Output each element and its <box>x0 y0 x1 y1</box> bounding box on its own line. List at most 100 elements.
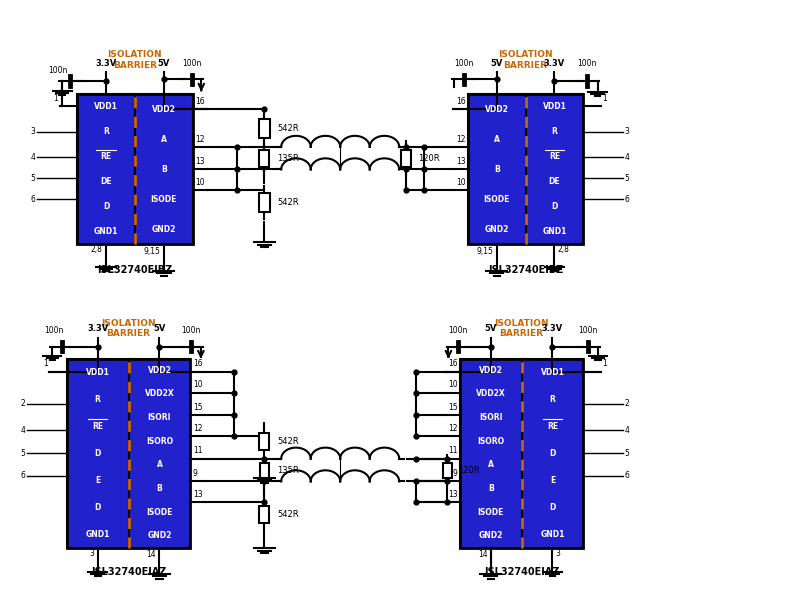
Text: 2: 2 <box>625 399 630 408</box>
Text: 100n: 100n <box>182 326 201 335</box>
Text: ISORO: ISORO <box>146 437 173 446</box>
Text: 9: 9 <box>193 469 198 478</box>
Bar <box>258 119 270 138</box>
Text: 16: 16 <box>448 359 458 368</box>
Text: 9,15: 9,15 <box>144 247 161 256</box>
Text: 15: 15 <box>448 403 458 412</box>
Text: 100n: 100n <box>182 58 202 68</box>
Text: GND2: GND2 <box>147 531 172 540</box>
Text: 5: 5 <box>625 174 630 183</box>
Text: VDD2: VDD2 <box>152 105 176 114</box>
Bar <box>259 506 270 523</box>
Text: VDD1: VDD1 <box>94 103 118 112</box>
Bar <box>77 95 135 244</box>
Text: 14: 14 <box>146 549 156 558</box>
Text: ISOLATION: ISOLATION <box>108 50 162 59</box>
Text: 6: 6 <box>30 195 36 204</box>
Text: 100n: 100n <box>49 66 68 75</box>
Text: 11: 11 <box>448 446 458 455</box>
Text: 1: 1 <box>54 94 58 103</box>
Text: ISORI: ISORI <box>148 413 171 422</box>
Text: 11: 11 <box>193 446 202 455</box>
Text: ISOLATION: ISOLATION <box>102 318 156 327</box>
Bar <box>442 463 451 478</box>
Text: BARRIER: BARRIER <box>503 61 547 70</box>
Text: GND1: GND1 <box>94 227 118 236</box>
Text: 14: 14 <box>478 549 487 558</box>
Text: 10: 10 <box>193 380 202 389</box>
Text: R: R <box>550 394 555 403</box>
Bar <box>259 150 270 166</box>
Text: VDD2: VDD2 <box>147 366 171 375</box>
Text: 16: 16 <box>456 97 466 106</box>
Bar <box>468 95 526 244</box>
Text: 13: 13 <box>456 157 466 166</box>
Bar <box>460 359 522 548</box>
Text: D: D <box>94 502 101 511</box>
Text: 542R: 542R <box>278 437 299 446</box>
Text: ISOLATION: ISOLATION <box>494 318 549 327</box>
Text: VDD2: VDD2 <box>478 366 502 375</box>
Text: RE: RE <box>92 421 103 431</box>
Text: 2: 2 <box>21 399 26 408</box>
Text: 4: 4 <box>625 153 630 162</box>
Text: ISOLATION: ISOLATION <box>498 50 553 59</box>
Text: 10: 10 <box>195 178 205 187</box>
Text: 3: 3 <box>625 127 630 136</box>
Text: 12: 12 <box>448 424 458 432</box>
Text: 3: 3 <box>90 549 94 558</box>
Text: 5V: 5V <box>490 58 503 68</box>
Bar <box>460 359 583 548</box>
Bar <box>258 193 270 212</box>
Bar <box>129 359 190 548</box>
Text: 100n: 100n <box>454 58 474 68</box>
Text: 6: 6 <box>625 472 630 480</box>
Text: 15: 15 <box>193 403 202 412</box>
Text: 542R: 542R <box>278 124 299 133</box>
Text: R: R <box>551 127 558 136</box>
Text: A: A <box>488 460 494 469</box>
Text: GND2: GND2 <box>485 225 509 234</box>
Text: ISL32740EIAZ: ISL32740EIAZ <box>484 567 559 576</box>
Text: 120R: 120R <box>458 466 480 475</box>
Text: B: B <box>157 484 162 493</box>
Text: D: D <box>550 502 556 511</box>
Text: 2,8: 2,8 <box>558 245 570 254</box>
Text: 12: 12 <box>195 134 205 144</box>
Text: 9: 9 <box>453 469 458 478</box>
Bar <box>259 433 270 450</box>
Text: R: R <box>103 127 109 136</box>
Text: ISL32740EIBZ: ISL32740EIBZ <box>488 265 563 276</box>
Text: 3.3V: 3.3V <box>95 58 117 68</box>
Text: 12: 12 <box>193 424 202 432</box>
Text: BARRIER: BARRIER <box>499 329 543 338</box>
Text: 10: 10 <box>456 178 466 187</box>
Text: D: D <box>550 449 556 458</box>
Text: D: D <box>551 203 558 212</box>
Text: ISODE: ISODE <box>478 508 504 517</box>
Bar <box>468 95 583 244</box>
Text: BARRIER: BARRIER <box>113 61 157 70</box>
Text: 5: 5 <box>625 449 630 458</box>
Text: A: A <box>161 135 166 144</box>
Text: 2,8: 2,8 <box>91 245 103 254</box>
Text: 10: 10 <box>448 380 458 389</box>
Text: 5V: 5V <box>158 58 170 68</box>
Text: ISODE: ISODE <box>483 195 510 204</box>
Bar <box>402 150 411 166</box>
Text: VDD1: VDD1 <box>542 103 566 112</box>
Text: GND1: GND1 <box>86 529 110 538</box>
Bar <box>66 359 129 548</box>
Text: BARRIER: BARRIER <box>106 329 150 338</box>
Text: DE: DE <box>549 177 560 186</box>
Text: ISORO: ISORO <box>477 437 504 446</box>
Text: D: D <box>103 203 110 212</box>
Text: 5: 5 <box>30 174 36 183</box>
Text: ISODE: ISODE <box>150 195 177 204</box>
Text: 5V: 5V <box>485 324 497 333</box>
Bar <box>526 95 583 244</box>
Text: B: B <box>488 484 494 493</box>
Bar <box>522 359 583 548</box>
Text: RE: RE <box>547 421 558 431</box>
Text: 1: 1 <box>602 94 607 103</box>
